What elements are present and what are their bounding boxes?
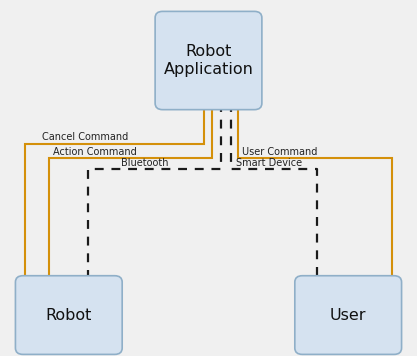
Text: Robot: Robot (45, 308, 92, 323)
Text: User: User (330, 308, 367, 323)
FancyBboxPatch shape (15, 276, 122, 354)
Text: Bluetooth: Bluetooth (121, 158, 168, 168)
Text: Smart Device: Smart Device (236, 158, 302, 168)
Text: Cancel Command: Cancel Command (42, 132, 128, 142)
Text: Action Command: Action Command (53, 147, 137, 157)
FancyBboxPatch shape (155, 11, 262, 110)
Text: User Command: User Command (242, 147, 317, 157)
FancyBboxPatch shape (295, 276, 402, 354)
Text: Robot
Application: Robot Application (163, 44, 254, 77)
